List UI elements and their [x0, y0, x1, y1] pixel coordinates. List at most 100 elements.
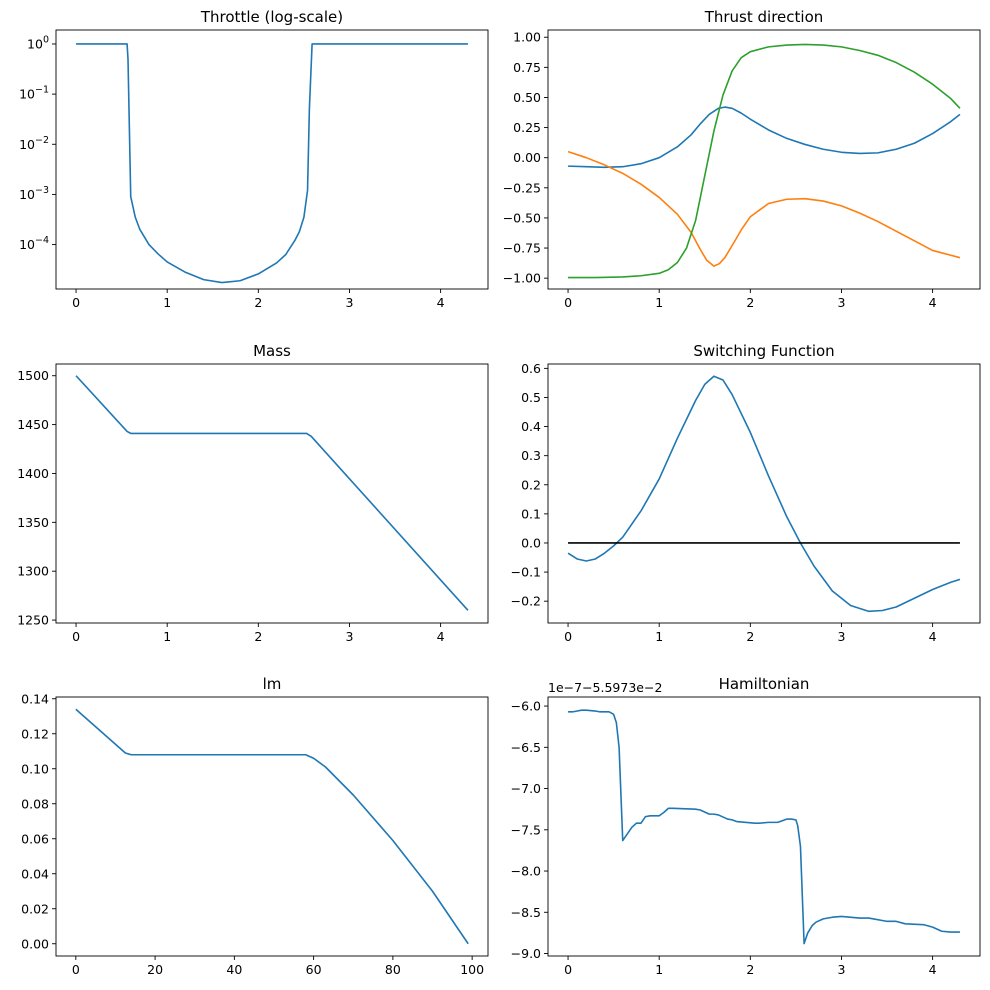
y-tick-label: −9.0 — [511, 946, 541, 961]
y-tick-label: 1300 — [17, 564, 49, 579]
x-tick-label: 1 — [655, 962, 663, 977]
x-tick-label: 4 — [437, 295, 445, 310]
series-line — [567, 150, 961, 267]
y-tick-label: 0.2 — [521, 477, 541, 492]
x-tick-label: 0 — [72, 295, 80, 310]
series-line — [568, 106, 961, 169]
y-tick-label: 0.14 — [21, 691, 49, 706]
x-tick-label: 80 — [385, 962, 401, 977]
x-tick-label: 60 — [306, 962, 322, 977]
y-tick-label: −8.0 — [511, 864, 541, 879]
y-tick-label: 10−2 — [19, 135, 49, 152]
x-tick-label: 0 — [72, 629, 80, 644]
chart-title: Switching Function — [693, 342, 834, 360]
y-tick-label: 0.00 — [21, 936, 49, 951]
series-line — [568, 43, 961, 279]
x-tick-label: 20 — [147, 962, 163, 977]
y-tick-label: 1450 — [17, 417, 49, 432]
x-tick-label: 3 — [345, 629, 353, 644]
x-tick-label: 2 — [254, 629, 262, 644]
subplot-throttle: Throttle (log-scale) 0 1 2 3 4 100 10−1 10−2 10−3… — [19, 8, 489, 310]
y-tick-label: −0.2 — [511, 594, 541, 609]
y-tick-label: −0.50 — [503, 210, 541, 225]
y-tick-label: 0.0 — [521, 535, 541, 550]
y-tick-label: 1500 — [17, 368, 49, 383]
y-tick-label: 0.10 — [21, 761, 49, 776]
x-tick-label: 3 — [345, 295, 353, 310]
subplot-thrust: Thrust direction 0 1 2 3 4 1.00 0.75 0.50 0.25 0.0… — [503, 8, 981, 310]
y-tick-label: 0.5 — [521, 390, 541, 405]
chart-title: lm — [263, 675, 282, 693]
axes-frame — [55, 363, 489, 624]
x-tick-label: 0 — [72, 962, 80, 977]
y-tick-label: 1.00 — [513, 30, 541, 45]
y-tick-label: 1350 — [17, 515, 49, 530]
x-tick-label: 4 — [437, 629, 445, 644]
x-tick-label: 3 — [837, 629, 845, 644]
y-tick-label: 0.08 — [21, 796, 49, 811]
y-tick-label: 10−1 — [19, 85, 49, 102]
y-tick-label: 0.25 — [513, 120, 541, 135]
y-tick-label: 0.04 — [21, 866, 49, 881]
y-tick-label: −1.00 — [503, 271, 541, 286]
chart-title: Hamiltonian — [719, 675, 810, 693]
subplot-mass: Mass 0 1 2 3 4 1500 1450 1400 1350 1300 1250 — [17, 342, 489, 644]
x-tick-label: 4 — [929, 962, 937, 977]
x-tick-label: 0 — [564, 295, 572, 310]
x-tick-label: 40 — [226, 962, 242, 977]
axes-frame — [55, 696, 489, 957]
y-tick-label: 0.50 — [513, 90, 541, 105]
axes-frame — [55, 29, 489, 290]
y-tick-label: −0.75 — [503, 241, 541, 256]
y-tick-label: 0.3 — [521, 448, 541, 463]
y-tick-label: −7.5 — [511, 822, 541, 837]
y-tick-label: −6.0 — [511, 699, 541, 714]
x-tick-label: 4 — [929, 295, 937, 310]
y-tick-label: 0.75 — [513, 60, 541, 75]
x-tick-label: 3 — [837, 295, 845, 310]
chart-title: Thrust direction — [704, 8, 824, 26]
y-tick-label: −0.25 — [503, 180, 541, 195]
subplot-hamiltonian: Hamiltonian 1e−7−5.5973e−2 0 1 2 3 4 −6.0 −6.5 −7… — [511, 675, 981, 977]
y-tick-label: −0.1 — [511, 565, 541, 580]
x-tick-label: 1 — [655, 295, 663, 310]
axes-frame — [547, 29, 981, 290]
subplot-lm: lm 0 20 40 60 80 100 0.14 0.12 0.10 0.08 0.06 0.04 0.… — [21, 675, 489, 977]
series-line — [75, 708, 469, 945]
x-tick-label: 1 — [163, 629, 171, 644]
chart-title: Mass — [253, 342, 291, 360]
series-line — [75, 375, 469, 611]
subplot-switching: Switching Function 0 1 2 3 4 0.6 0.5 0.4 0.3 0.2 0.… — [511, 342, 981, 644]
x-tick-label: 4 — [929, 629, 937, 644]
y-tick-label: 1250 — [17, 613, 49, 628]
series-line — [567, 375, 961, 613]
y-tick-label: −8.5 — [511, 905, 541, 920]
y-tick-label: 0.06 — [21, 831, 49, 846]
series-line — [568, 709, 960, 945]
y-tick-label: −6.5 — [511, 740, 541, 755]
series-line — [76, 43, 468, 284]
x-tick-label: 2 — [746, 629, 754, 644]
y-tick-label: 0.4 — [521, 419, 541, 434]
x-tick-label: 0 — [564, 629, 572, 644]
y-tick-label: 10−4 — [19, 235, 49, 252]
y-tick-label: 0.1 — [521, 506, 541, 521]
y-tick-label: 0.02 — [21, 901, 49, 916]
y-tick-label: −7.0 — [511, 781, 541, 796]
x-tick-label: 100 — [460, 962, 484, 977]
x-tick-label: 2 — [254, 295, 262, 310]
y-tick-label: 10−3 — [19, 185, 49, 202]
x-tick-label: 1 — [655, 629, 663, 644]
x-tick-label: 1 — [163, 295, 171, 310]
x-tick-label: 2 — [746, 295, 754, 310]
chart-title: Throttle (log-scale) — [200, 8, 343, 26]
axes-frame — [547, 696, 981, 957]
y-tick-label: 1400 — [17, 466, 49, 481]
y-tick-label: 0.6 — [521, 361, 541, 376]
y-tick-label: 0.00 — [513, 150, 541, 165]
axis-offset-label: 1e−7−5.5973e−2 — [548, 680, 662, 695]
y-tick-label: 100 — [27, 34, 49, 51]
y-tick-label: 0.12 — [21, 726, 49, 741]
x-tick-label: 0 — [564, 962, 572, 977]
